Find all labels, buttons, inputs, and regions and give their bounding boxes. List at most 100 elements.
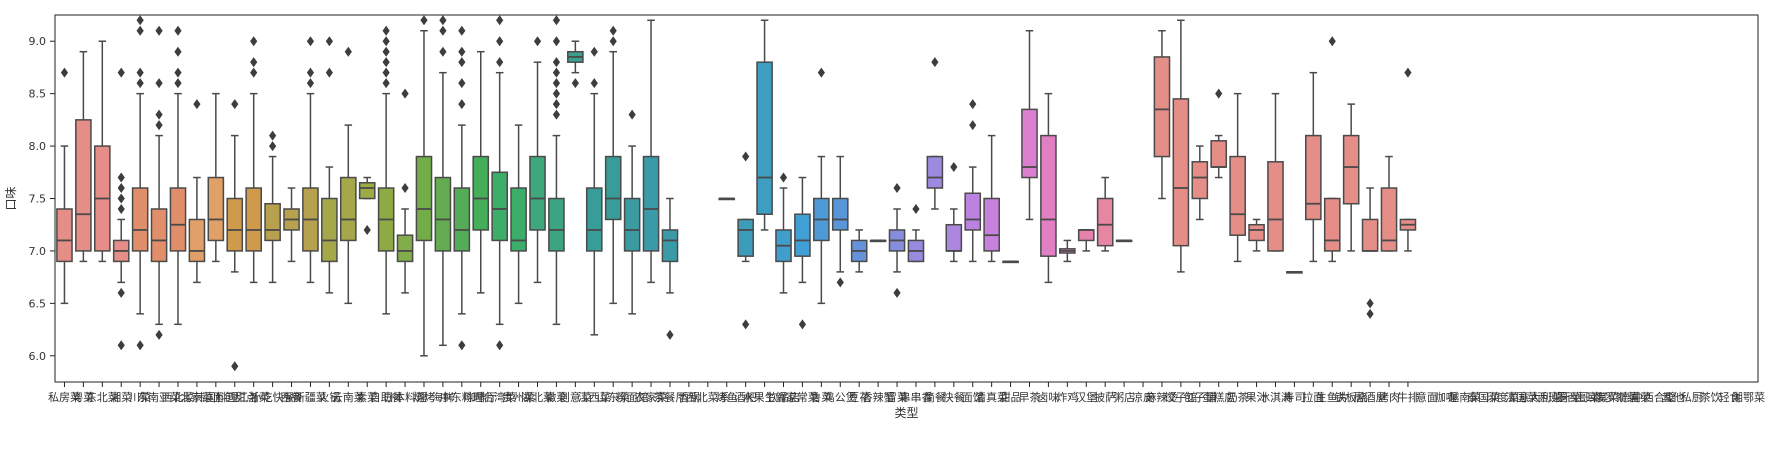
outlier-point bbox=[458, 78, 466, 89]
outlier-point bbox=[1215, 88, 1223, 99]
outlier-point bbox=[136, 78, 144, 89]
outlier-point bbox=[136, 15, 144, 26]
outlier-point bbox=[382, 46, 390, 57]
x-tick-label: 居酒屋 bbox=[1354, 391, 1387, 404]
x-tick-label: 咖喱 bbox=[1435, 390, 1457, 404]
outlier-point bbox=[325, 36, 333, 47]
outlier-point bbox=[893, 183, 901, 194]
outlier-point bbox=[401, 88, 409, 99]
x-tick-label: 法国菜 bbox=[1505, 390, 1538, 404]
x-tick-label: 寿司 bbox=[1283, 390, 1305, 404]
x-tick-label: 茶饮 bbox=[1700, 391, 1722, 404]
outlier-point bbox=[136, 25, 144, 36]
outlier-point bbox=[458, 46, 466, 57]
y-tick-label: 7.0 bbox=[29, 245, 47, 258]
x-tick-label: 西北菜系 bbox=[686, 391, 730, 404]
outlier-point bbox=[250, 36, 258, 47]
x-tick-label: 日本料理 bbox=[383, 390, 427, 404]
x-tick-label: 烤鱼 bbox=[716, 390, 738, 404]
x-tick-label: 中东料理 bbox=[440, 390, 484, 404]
x-tick-label: 其他 bbox=[1662, 391, 1684, 404]
outlier-point bbox=[931, 57, 939, 68]
outlier-point bbox=[174, 46, 182, 57]
x-tick-label: 农家菜 bbox=[635, 390, 668, 404]
outlier-point bbox=[193, 99, 201, 110]
outlier-point bbox=[590, 78, 598, 89]
outlier-point bbox=[250, 67, 258, 78]
y-tick-label: 6.0 bbox=[29, 350, 47, 363]
box bbox=[245, 187, 263, 252]
x-tick-label: 东北菜 bbox=[86, 391, 119, 404]
outlier-point bbox=[666, 329, 674, 340]
box bbox=[510, 187, 527, 252]
y-tick-label: 8.0 bbox=[29, 140, 47, 153]
x-tick-label: 泰国菜 bbox=[1467, 390, 1500, 404]
outlier-point bbox=[117, 203, 125, 214]
box bbox=[56, 208, 73, 263]
x-tick-label: 拉面 bbox=[1302, 390, 1324, 404]
x-tick-label: 北京菜 bbox=[180, 390, 213, 404]
x-tick-label: 冒菜 bbox=[886, 391, 908, 404]
box bbox=[1191, 161, 1209, 200]
x-tick-label: 粉面馆 bbox=[616, 390, 649, 404]
x-tick-label: 小吃快餐 bbox=[251, 390, 295, 404]
box bbox=[415, 155, 433, 242]
outlier-point bbox=[439, 25, 447, 36]
outlier-point bbox=[363, 224, 371, 235]
outlier-point bbox=[269, 141, 277, 152]
box bbox=[226, 197, 244, 252]
outlier-point bbox=[590, 46, 598, 57]
x-tick-label: 面馆 bbox=[962, 390, 984, 404]
x-tick-label: 水果生鲜 bbox=[743, 390, 787, 404]
outlier-point bbox=[117, 67, 125, 78]
x-tick-label: 素菜 bbox=[356, 391, 378, 404]
x-tick-label: 烤肉 bbox=[1378, 390, 1400, 404]
box bbox=[1096, 197, 1114, 247]
x-tick-label: 印度菜 bbox=[1486, 390, 1519, 404]
outlier-point bbox=[136, 67, 144, 78]
x-tick-label: 香锅 bbox=[678, 391, 700, 404]
box bbox=[150, 208, 168, 263]
y-axis-label: 口味 bbox=[4, 186, 18, 210]
outlier-point bbox=[136, 340, 144, 351]
x-tick-label: 凉皮 bbox=[1132, 390, 1154, 404]
box bbox=[131, 187, 149, 252]
y-tick-label: 8.5 bbox=[29, 88, 47, 101]
x-tick-label: 面包甜点 bbox=[213, 391, 257, 404]
outlier-point bbox=[1404, 67, 1412, 78]
x-tick-label: 甜品 bbox=[1000, 391, 1022, 404]
outlier-point bbox=[155, 109, 163, 120]
box bbox=[453, 187, 471, 252]
x-tick-label: 新疆菜 bbox=[294, 390, 327, 404]
outlier-point bbox=[231, 361, 239, 372]
box bbox=[75, 119, 92, 252]
x-tick-label: 私房菜 bbox=[48, 391, 81, 404]
outlier-point bbox=[609, 25, 617, 36]
outlier-point bbox=[117, 287, 125, 298]
y-tick-label: 9.0 bbox=[29, 35, 47, 48]
outlier-point bbox=[174, 67, 182, 78]
x-tick-label: 中西合璧 bbox=[1632, 390, 1676, 404]
outlier-point bbox=[950, 162, 958, 173]
box bbox=[1077, 229, 1095, 242]
x-tick-label: 轻食 bbox=[1719, 390, 1741, 404]
x-tick-label: 铁板烧 bbox=[1335, 390, 1368, 404]
box bbox=[964, 192, 982, 231]
x-tick-label: 粥店 bbox=[1113, 390, 1135, 404]
box bbox=[756, 61, 773, 215]
box bbox=[529, 155, 546, 231]
outlier-point bbox=[382, 36, 390, 47]
outlier-point bbox=[60, 67, 69, 78]
outlier-point bbox=[552, 109, 561, 120]
x-tick-label: 粤菜 bbox=[72, 390, 94, 404]
x-tick-label: 火锅 bbox=[318, 391, 340, 404]
box bbox=[396, 234, 414, 263]
outlier-point bbox=[1328, 36, 1336, 47]
x-tick-label: 西北菜 bbox=[161, 391, 194, 404]
box bbox=[642, 155, 660, 252]
outlier-point bbox=[458, 57, 466, 68]
outlier-point bbox=[533, 36, 542, 47]
outlier-point bbox=[325, 67, 333, 78]
x-tick-label: 香辣蟹 bbox=[862, 390, 895, 404]
